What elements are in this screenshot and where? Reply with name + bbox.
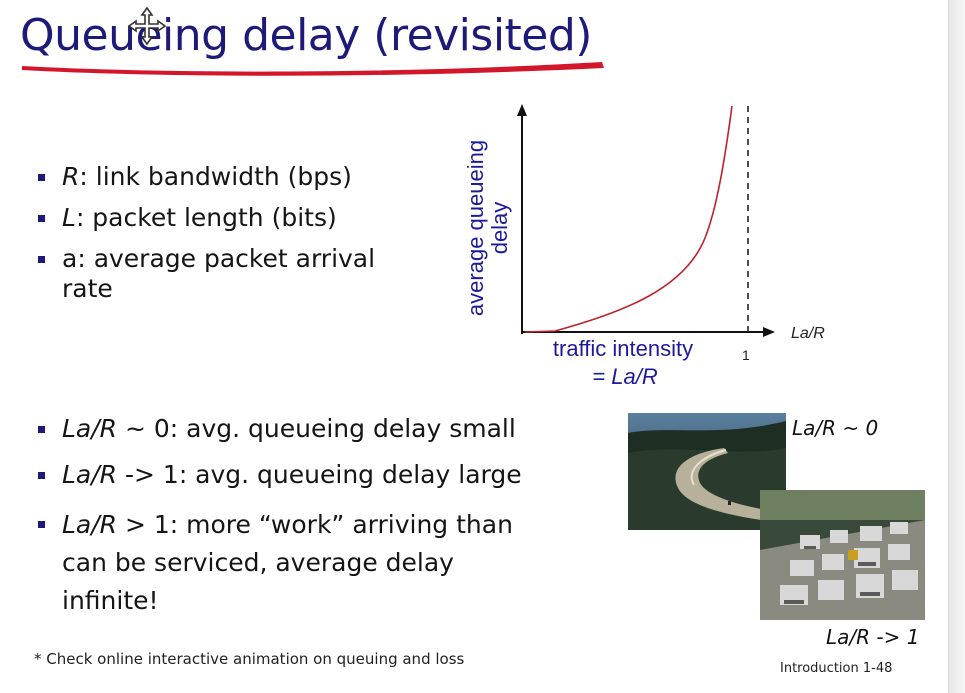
heavy-traffic-caption: La/R -> 1 [826,625,920,649]
queueing-delay-graph: average queueing delay La/R 1 traffic in… [463,104,825,389]
list-item: R: link bandwidth (bps) [36,162,416,192]
title-underline [22,62,604,76]
list-item: a: average packet arrival rate [36,244,416,304]
x-caption-line2: = La/R [592,364,658,389]
heavy-traffic-photo [760,490,925,620]
y-axis-label: average queueing [463,140,488,316]
light-traffic-photo [628,413,786,530]
list-item: La/R > 1: more “work” arriving than can … [36,506,522,620]
window-edge [948,0,965,693]
definition-list: R: link bandwidth (bps) L: packet length… [36,162,416,315]
list-item: La/R ~ 0: avg. queueing delay small [36,414,636,444]
graph-axes [517,104,775,337]
x-axis-label: La/R [791,325,825,342]
page-number: Introduction 1-48 [780,661,893,676]
delay-curve [524,105,733,333]
move-cursor-icon [127,6,167,46]
light-traffic-caption: La/R ~ 0 [792,416,879,440]
list-item: L: packet length (bits) [36,203,416,233]
footnote: * Check online interactive animation on … [34,650,465,668]
x-tick-label: 1 [742,347,750,363]
x-caption-line1: traffic intensity [553,336,693,361]
cases-list: La/R ~ 0: avg. queueing delay small La/R… [36,414,636,636]
y-axis-label-line2: delay [487,202,512,255]
slide-title: Queueing delay (revisited) [20,10,592,61]
list-item: La/R -> 1: avg. queueing delay large [36,460,636,490]
